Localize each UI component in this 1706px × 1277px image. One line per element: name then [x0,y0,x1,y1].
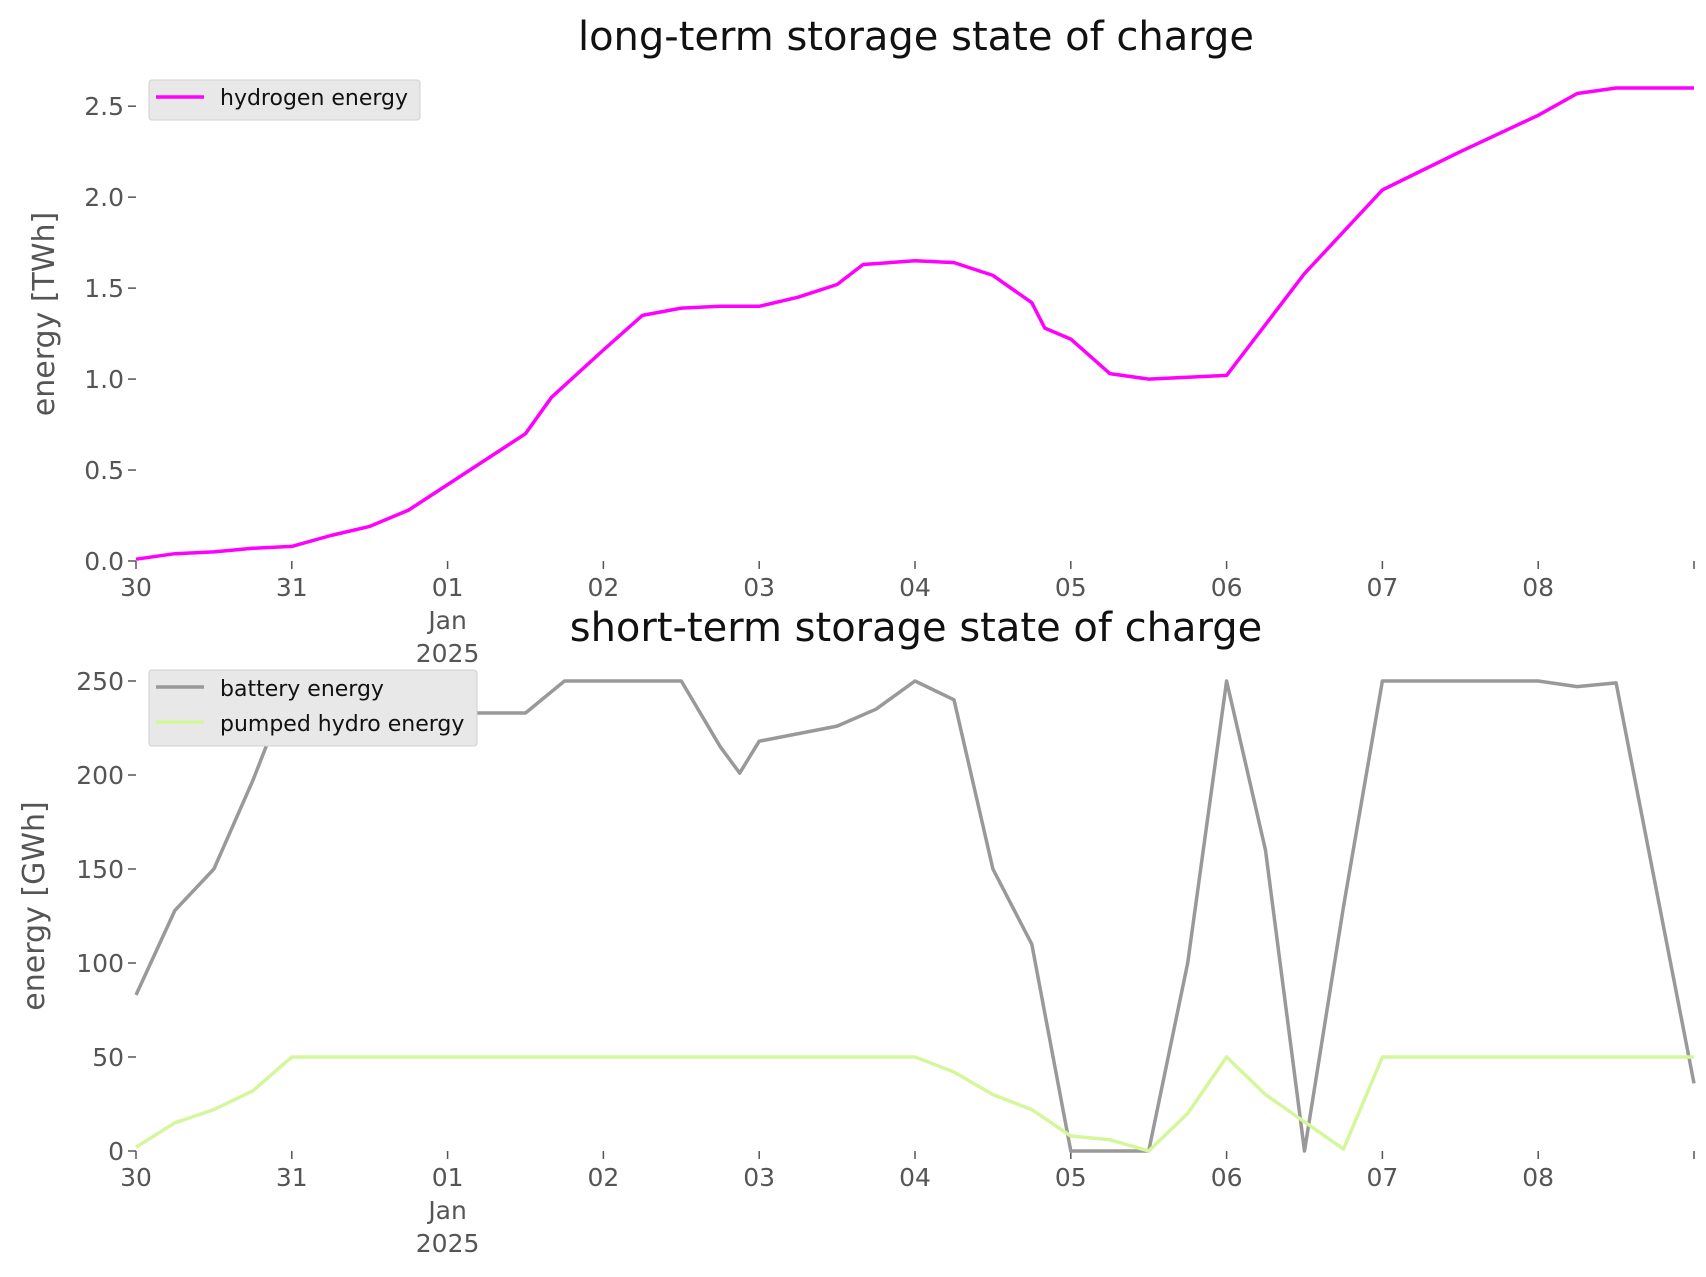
x-tick-label: 02 [587,1163,619,1192]
x-tick-label: 31 [276,1163,308,1192]
series-line-pumped-hydro-energy [135,1055,1694,1153]
x-tick-label: 07 [1366,573,1398,602]
legend-label-battery: battery energy [220,677,384,702]
chart-title: short-term storage state of charge [570,605,1263,651]
x-ticks: 30 31 01 Jan 2025 02 03 04 05 06 07 08 [120,1151,1695,1258]
legend-label-pumped-hydro: pumped hydro energy [220,712,464,737]
y-axis-label: energy [TWh] [27,212,62,416]
chart-bottom: short-term storage state of charge energ… [17,605,1696,1258]
y-tick-label: 1.0 [84,365,124,394]
y-tick-label: 0 [108,1137,124,1166]
series-line-hydrogen-energy [135,86,1694,561]
chart-top: long-term storage state of charge energy… [27,14,1695,668]
y-tick-label: 50 [92,1043,124,1072]
x-tick-label: 03 [743,573,775,602]
legend: battery energy pumped hydro energy [148,669,478,747]
y-tick-label: 0.5 [84,456,124,485]
x-tick-label: 08 [1522,573,1554,602]
y-tick-label: 2.5 [84,92,124,121]
legend-label-hydrogen: hydrogen energy [220,86,408,111]
y-tick-label: 0.0 [84,547,124,576]
x-tick-label: 07 [1366,1163,1398,1192]
x-tick-label: 08 [1522,1163,1554,1192]
series-line-battery-energy [134,679,1696,1153]
x-tick-label: 04 [899,1163,931,1192]
x-tick-sublabel: Jan [426,606,467,635]
x-tick-label: 05 [1055,573,1087,602]
x-tick-label: 03 [743,1163,775,1192]
x-tick-sublabel: 2025 [416,639,480,668]
x-tick-label: 06 [1211,1163,1243,1192]
y-tick-label: 250 [76,667,124,696]
series-lines [135,86,1694,561]
x-tick-label: 30 [120,1163,152,1192]
y-tick-label: 200 [76,761,124,790]
y-axis-label: energy [GWh] [17,801,52,1010]
x-tick-sublabel: Jan [426,1196,467,1225]
series-lines [134,679,1696,1153]
y-tick-label: 150 [76,855,124,884]
x-tick-label: 01 [432,573,464,602]
x-tick-label: 05 [1055,1163,1087,1192]
x-tick-label: 04 [899,573,931,602]
x-tick-sublabel: 2025 [416,1229,480,1258]
y-tick-label: 1.5 [84,274,124,303]
x-tick-label: 30 [120,573,152,602]
x-tick-label: 06 [1211,573,1243,602]
y-ticks: 0.0 0.5 1.0 1.5 2.0 2.5 [84,92,136,576]
x-ticks: 30 31 01 Jan 2025 02 03 04 05 06 07 08 [120,561,1695,668]
legend: hydrogen energy [148,79,421,121]
x-tick-label: 02 [587,573,619,602]
y-ticks: 0 50 100 150 200 250 [76,667,136,1166]
x-tick-label: 01 [432,1163,464,1192]
x-tick-label: 31 [276,573,308,602]
legend-box [148,79,421,121]
chart-title: long-term storage state of charge [578,14,1254,60]
y-tick-label: 2.0 [84,183,124,212]
y-tick-label: 100 [76,949,124,978]
legend-box [148,669,478,747]
